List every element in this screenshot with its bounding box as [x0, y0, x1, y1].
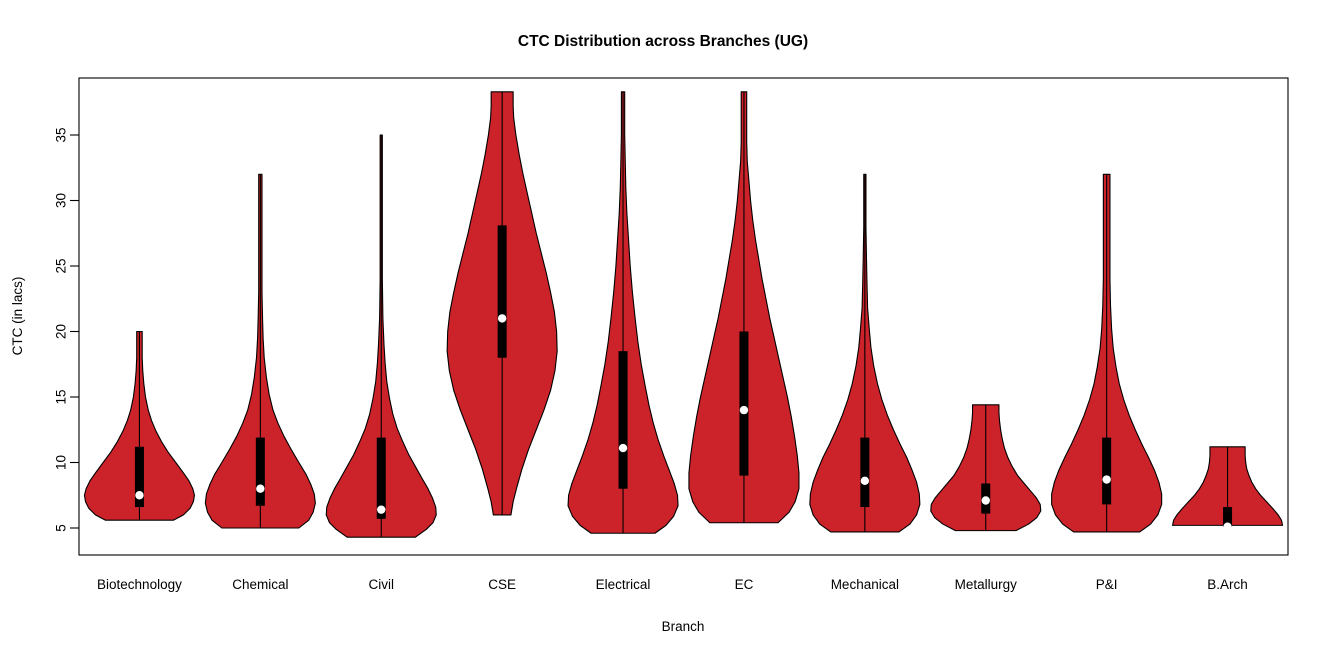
y-tick-label: 35 [54, 127, 69, 142]
violin-ec[interactable] [688, 91, 800, 524]
x-tick-label-b-arch: B.Arch [1207, 577, 1248, 592]
median-marker [860, 476, 870, 486]
median-marker [739, 405, 749, 415]
x-tick-label-metallurgy: Metallurgy [955, 577, 1018, 592]
plot-frame [78, 77, 1289, 556]
x-tick-label-ec: EC [735, 577, 754, 592]
iqr-box [618, 351, 628, 489]
violin-chemical[interactable] [204, 173, 316, 529]
violin-series-group [83, 91, 1284, 538]
violin-metallurgy[interactable] [930, 404, 1042, 532]
y-tick-label: 20 [54, 324, 69, 339]
violin-p-i[interactable] [1051, 173, 1163, 533]
y-tick-label: 30 [54, 193, 69, 208]
x-tick-label-cse: CSE [488, 577, 516, 592]
y-axis-label: CTC (in lacs) [10, 277, 25, 356]
iqr-box [255, 437, 265, 506]
x-tick-label-p-i: P&I [1096, 577, 1118, 592]
median-marker [135, 491, 144, 500]
violin-cse[interactable] [446, 91, 558, 516]
y-tick-label: 10 [54, 455, 69, 470]
violin-mechanical[interactable] [809, 173, 921, 533]
median-marker [256, 484, 265, 493]
median-marker [618, 443, 628, 453]
x-axis-label: Branch [662, 619, 705, 634]
y-tick-label: 5 [54, 524, 69, 532]
violin-biotechnology[interactable] [83, 330, 196, 521]
x-tick-label-biotechnology: Biotechnology [97, 577, 182, 592]
x-tick-label-chemical: Chemical [232, 577, 288, 592]
iqr-box [376, 437, 386, 519]
violin-b-arch[interactable] [1171, 446, 1284, 531]
iqr-box [860, 437, 870, 508]
median-marker [1223, 522, 1232, 531]
median-marker [1102, 475, 1111, 484]
violin-electrical[interactable] [567, 91, 679, 534]
median-marker [377, 505, 386, 514]
x-tick-label-civil: Civil [369, 577, 395, 592]
y-tick-label: 15 [54, 389, 69, 404]
median-marker [497, 314, 507, 323]
x-tick-label-electrical: Electrical [596, 577, 651, 592]
page-title: CTC Distribution across Branches (UG) [518, 33, 808, 50]
iqr-box [1223, 507, 1233, 527]
iqr-box [134, 446, 144, 508]
y-tick-label: 25 [54, 258, 69, 273]
x-tick-label-mechanical: Mechanical [831, 577, 899, 592]
y-axis: 5 10 15 20 25 30 35 [54, 127, 79, 532]
median-marker [981, 496, 990, 505]
iqr-box [739, 331, 749, 476]
x-axis: Biotechnology Chemical Civil CSE Electrical E… [97, 577, 1248, 592]
iqr-box [497, 225, 507, 358]
iqr-box [1102, 437, 1112, 505]
violin-civil[interactable] [325, 134, 437, 538]
